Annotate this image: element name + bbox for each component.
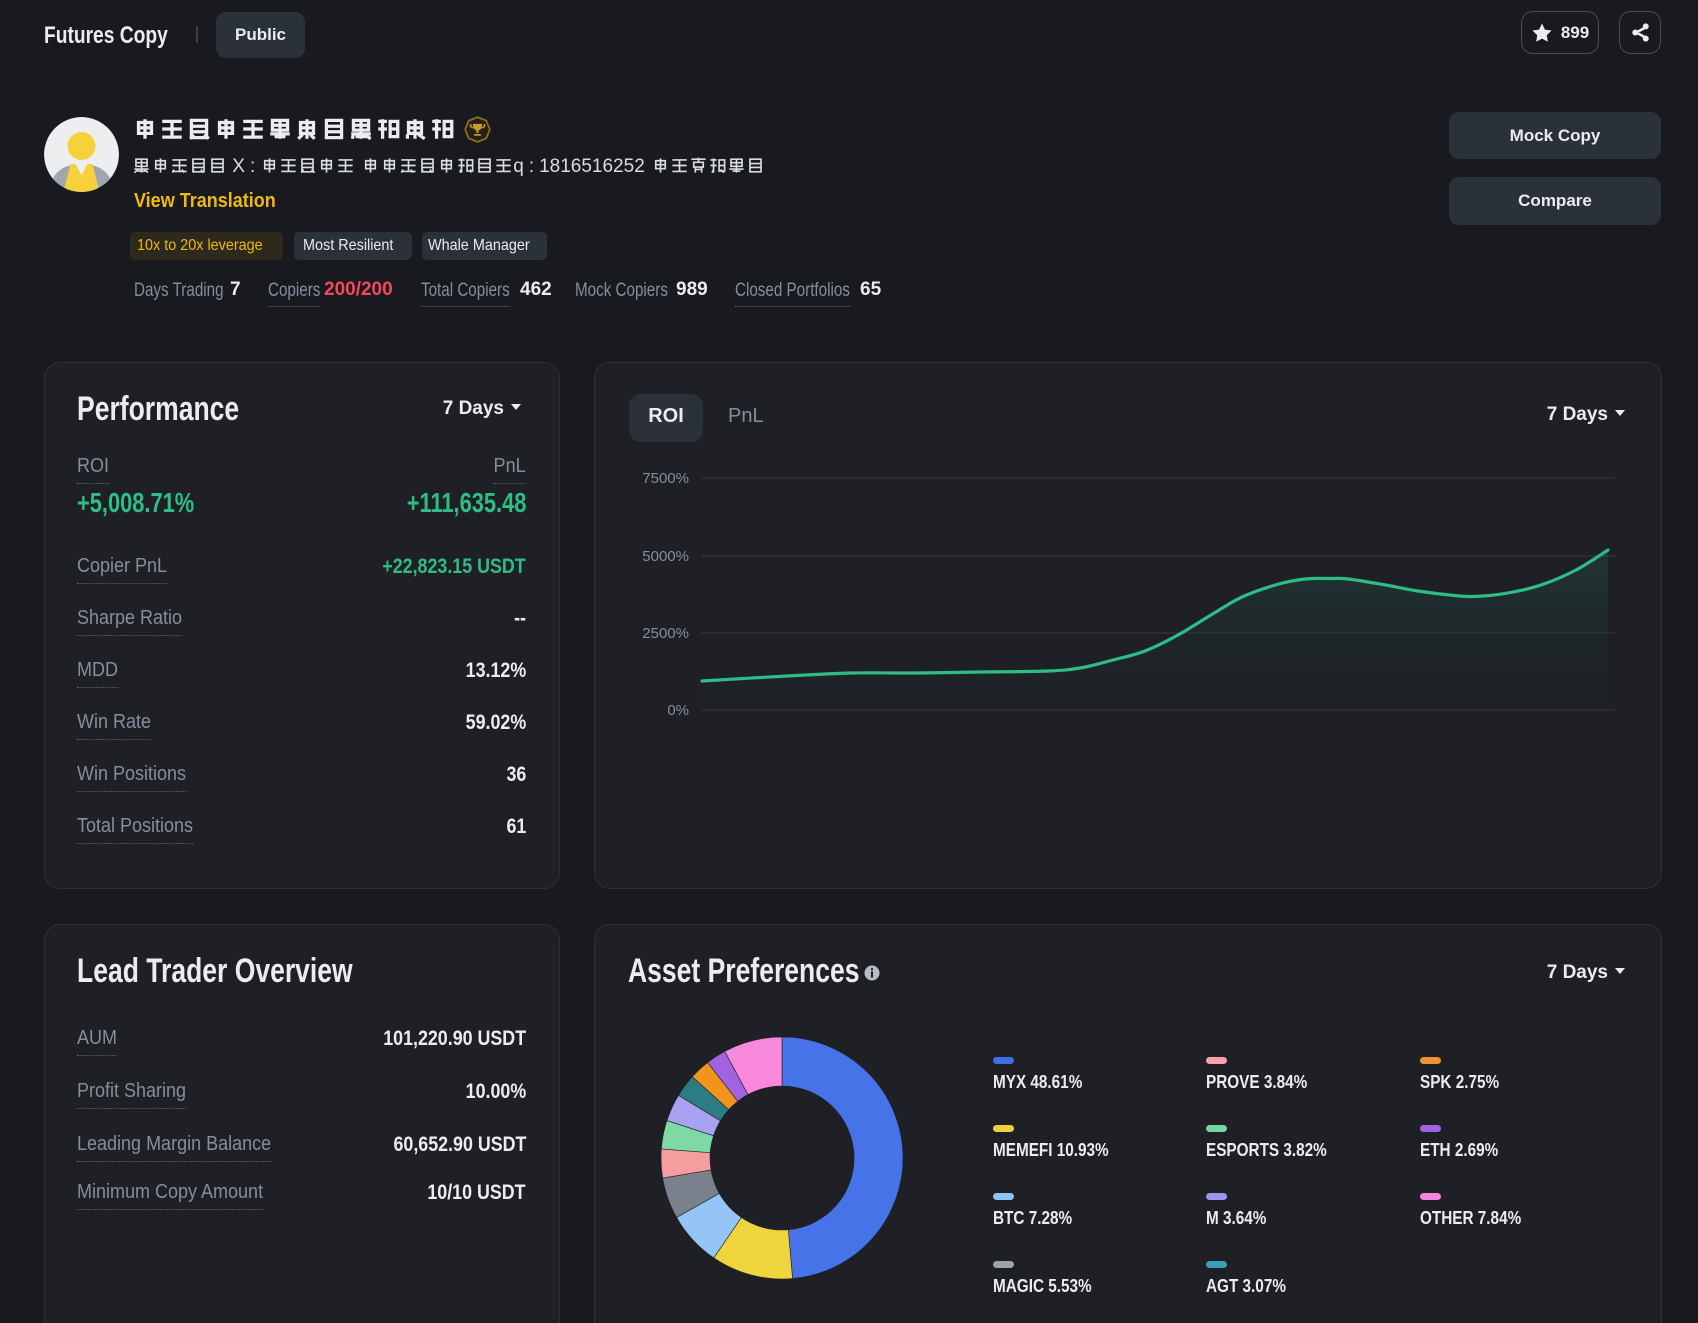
svg-text:2500%: 2500% bbox=[642, 625, 689, 642]
svg-text:7500%: 7500% bbox=[642, 470, 689, 487]
svg-text:0%: 0% bbox=[667, 702, 689, 719]
svg-text:5000%: 5000% bbox=[642, 548, 689, 565]
